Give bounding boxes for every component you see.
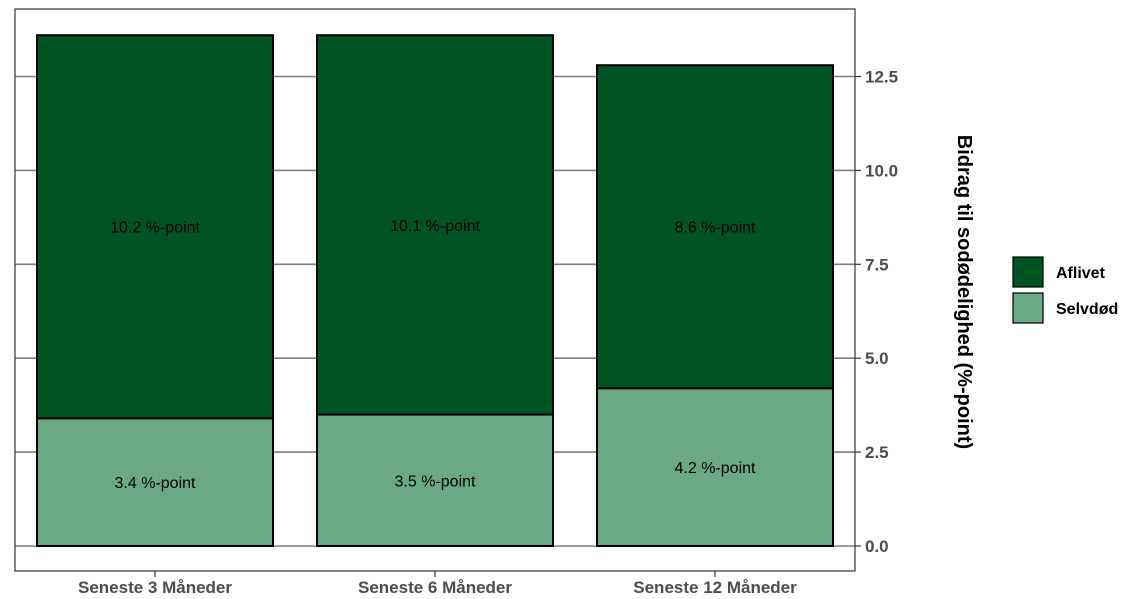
bar-labels: 3.4 %-point 10.2 %-point 3.5 %-point 10.1 %… <box>110 218 756 492</box>
bar-value-label: 3.4 %-point <box>115 475 196 492</box>
legend-swatch <box>1012 256 1044 288</box>
bar-segment <box>316 413 554 548</box>
y-tick-label: 12.5 <box>865 68 898 87</box>
y-tick-label: 7.5 <box>865 255 889 274</box>
y-tick-label: 0.0 <box>865 537 889 556</box>
legend-label: Aflivet <box>1056 265 1106 282</box>
x-tick-label: Seneste 3 Måneder <box>78 578 232 597</box>
bar-segment <box>36 417 274 547</box>
bar-segment <box>596 64 834 390</box>
y-tick-label: 2.5 <box>865 443 889 462</box>
legend-label: Selvdød <box>1056 301 1118 318</box>
bar-value-label: 8.6 %-point <box>675 220 756 237</box>
bar-segment <box>316 34 554 416</box>
bars <box>36 34 834 548</box>
bar-value-label: 3.5 %-point <box>395 473 476 490</box>
bar-value-label: 10.1 %-point <box>390 218 480 235</box>
y-tick-label: 5.0 <box>865 349 889 368</box>
legend: Aflivet Selvdød <box>1012 256 1118 324</box>
y-axis: 0.0 2.5 5.0 7.5 10.0 12.5 <box>855 68 898 556</box>
x-tick-label: Seneste 6 Måneder <box>358 578 512 597</box>
legend-swatch <box>1012 292 1044 324</box>
bar-segment <box>36 34 274 420</box>
bar-value-label: 4.2 %-point <box>675 460 756 477</box>
y-axis-title: Bidrag til sodødelighed (%-point) <box>953 135 975 449</box>
y-tick-label: 10.0 <box>865 161 898 180</box>
x-tick-label: Seneste 12 Måneder <box>633 578 797 597</box>
bar-value-label: 10.2 %-point <box>110 220 200 237</box>
bar-segment <box>596 387 834 547</box>
x-axis: Seneste 3 Måneder Seneste 6 Måneder Senest… <box>78 571 797 597</box>
